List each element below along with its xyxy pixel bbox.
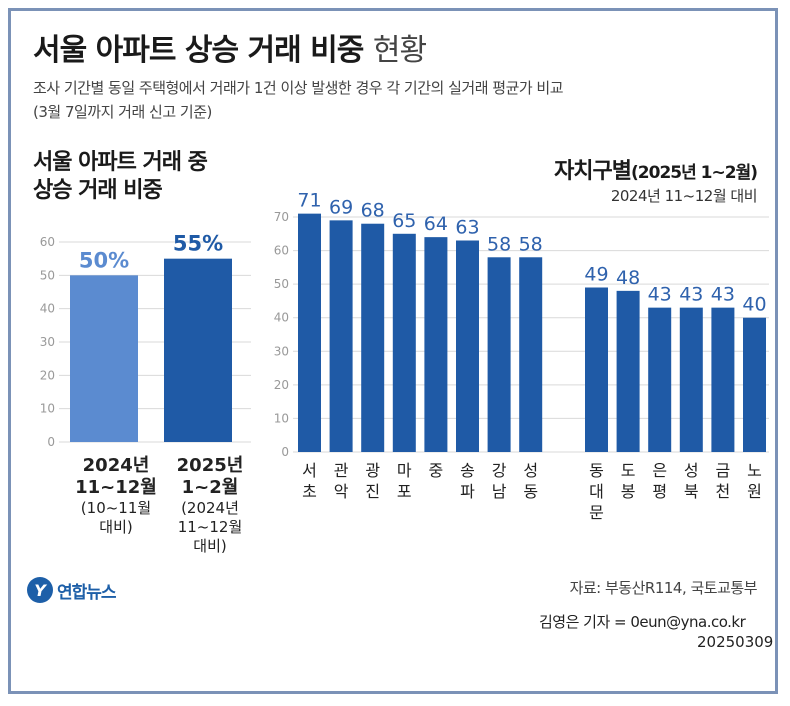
- yonhap-logo-icon: Y: [27, 577, 53, 603]
- bar-광진: [361, 223, 385, 452]
- category-label-char: 도: [621, 461, 636, 480]
- y-tick-label: 30: [274, 344, 289, 358]
- bar-value-label: 68: [361, 200, 385, 222]
- bar-중: [424, 237, 448, 452]
- category-label-char: 성: [523, 461, 538, 480]
- y-tick-label: 0: [47, 435, 55, 449]
- bar-노원: [743, 317, 766, 452]
- right-chart-subheading: 2024년 11~12월 대비: [610, 187, 758, 205]
- bar-1: [70, 275, 138, 442]
- category-label-char: 은: [652, 461, 667, 480]
- right-bar-chart: 0 10 20 30 40 50 60 70 71 서초 69 관악 68 광진 65 마포 64 중 63 송파 58…: [274, 190, 769, 522]
- category-label-char: 노: [747, 461, 762, 480]
- bar-2: [164, 258, 232, 442]
- bar-value-label: 65: [392, 210, 416, 232]
- category-label-char: 초: [302, 482, 317, 501]
- bar-value-label: 40: [742, 294, 766, 316]
- category-label-char: 동: [589, 461, 604, 480]
- y-tick-label: 40: [40, 302, 55, 316]
- category-label-char: 파: [460, 482, 475, 501]
- bar-은평: [648, 307, 672, 452]
- y-tick-label: 70: [274, 210, 289, 224]
- category-label-char: 천: [716, 482, 731, 501]
- bar-value-label: 64: [424, 213, 448, 235]
- y-tick-label: 20: [274, 378, 289, 392]
- category-label-char: 문: [589, 503, 604, 522]
- category-label-char: 원: [747, 482, 762, 501]
- bar-성북: [679, 307, 703, 452]
- bar-금천: [711, 307, 735, 452]
- category-label-char: 남: [492, 482, 507, 501]
- left-bar-chart: 0 10 20 30 40 50 60 50% 55%: [40, 232, 251, 449]
- category-label-char: 대: [589, 482, 604, 501]
- category-label-char: 동: [523, 482, 538, 501]
- category-label-char: 관: [334, 461, 349, 480]
- page-title-suffix: 현황: [372, 33, 427, 68]
- bar-value-label: 49: [584, 264, 608, 286]
- subtitle-line1: 조사 기간별 동일 주택형에서 거래가 1건 이상 발생한 경우 각 기간의 실…: [33, 79, 564, 97]
- yonhap-logo: Y 연합뉴스: [27, 577, 117, 603]
- y-tick-label: 60: [40, 235, 55, 249]
- category-label-char: 강: [492, 461, 507, 480]
- category-label-char: 마: [397, 461, 412, 480]
- bar-value-label: 50%: [79, 248, 129, 272]
- bar-value-label: 48: [616, 267, 640, 289]
- category-label-char: 서: [302, 461, 317, 480]
- y-tick-label: 50: [274, 277, 289, 291]
- category-label-char: 포: [397, 482, 412, 501]
- yonhap-logo-text: 연합뉴스: [57, 582, 117, 603]
- bar-value-label: 43: [648, 284, 672, 306]
- y-tick-label: 10: [274, 411, 289, 425]
- bar-value-label: 58: [487, 233, 511, 255]
- source-note: 자료: 부동산R114, 국토교통부: [569, 579, 758, 597]
- category-label-char: 악: [334, 482, 349, 501]
- subtitle-line2: (3월 7일까지 거래 신고 기준): [33, 103, 212, 121]
- bar-서초: [298, 213, 321, 452]
- bar-송파: [456, 240, 479, 452]
- category-label-char: 광: [365, 461, 380, 480]
- bar-관악: [329, 220, 353, 452]
- y-tick-label: 60: [274, 244, 289, 258]
- bar-value-label: 43: [711, 284, 735, 306]
- y-tick-label: 40: [274, 311, 289, 325]
- bar-value-label: 43: [679, 284, 703, 306]
- category-label-char: 중: [429, 461, 444, 480]
- bar-value-label: 69: [329, 196, 353, 218]
- y-tick-label: 20: [40, 368, 55, 382]
- y-tick-label: 0: [281, 445, 289, 459]
- infographic-frame: 서울 아파트 상승 거래 비중 현황 조사 기간별 동일 주택형에서 거래가 1…: [8, 8, 778, 694]
- left-chart-heading: 서울 아파트 거래 중 상승 거래 비중: [33, 149, 208, 205]
- bar-마포: [392, 233, 416, 452]
- bar-value-label: 71: [297, 190, 321, 212]
- bar-동대문: [585, 287, 608, 452]
- bar-도봉: [616, 290, 640, 452]
- y-tick-label: 30: [40, 335, 55, 349]
- category-label-char: 금: [716, 461, 731, 480]
- bar-성동: [519, 257, 543, 452]
- bar-강남: [487, 257, 511, 452]
- left-heading-line2: 상승 거래 비중: [33, 178, 163, 203]
- y-tick-label: 10: [40, 402, 55, 416]
- category-label-char: 성: [684, 461, 699, 480]
- publish-date: 20250309: [697, 633, 774, 651]
- y-tick-label: 50: [40, 268, 55, 282]
- category-label-char: 북: [684, 482, 699, 501]
- right-heading-main: 자치구별: [554, 159, 632, 184]
- category-label-char: 진: [365, 482, 380, 501]
- right-chart-heading: 자치구별(2025년 1~2월): [554, 153, 758, 185]
- category-label-char: 봉: [621, 482, 636, 501]
- left-caption-2: 2025년 1~2월 (2024년 11~12월 대비): [176, 455, 244, 555]
- page-title: 서울 아파트 상승 거래 비중 현황: [33, 33, 427, 68]
- category-label-char: 평: [652, 482, 667, 501]
- left-heading-line1: 서울 아파트 거래 중: [33, 150, 208, 175]
- bar-value-label: 55%: [173, 232, 223, 256]
- bar-value-label: 63: [455, 217, 479, 239]
- bar-value-label: 58: [519, 233, 543, 255]
- right-heading-period: (2025년 1~2월): [631, 163, 758, 183]
- category-label-char: 송: [460, 461, 475, 480]
- reporter-credit: 김영은 기자 = 0eun@yna.co.kr: [539, 613, 746, 631]
- left-caption-1: 2024년 11~12월 (10~11월 대비): [75, 455, 157, 536]
